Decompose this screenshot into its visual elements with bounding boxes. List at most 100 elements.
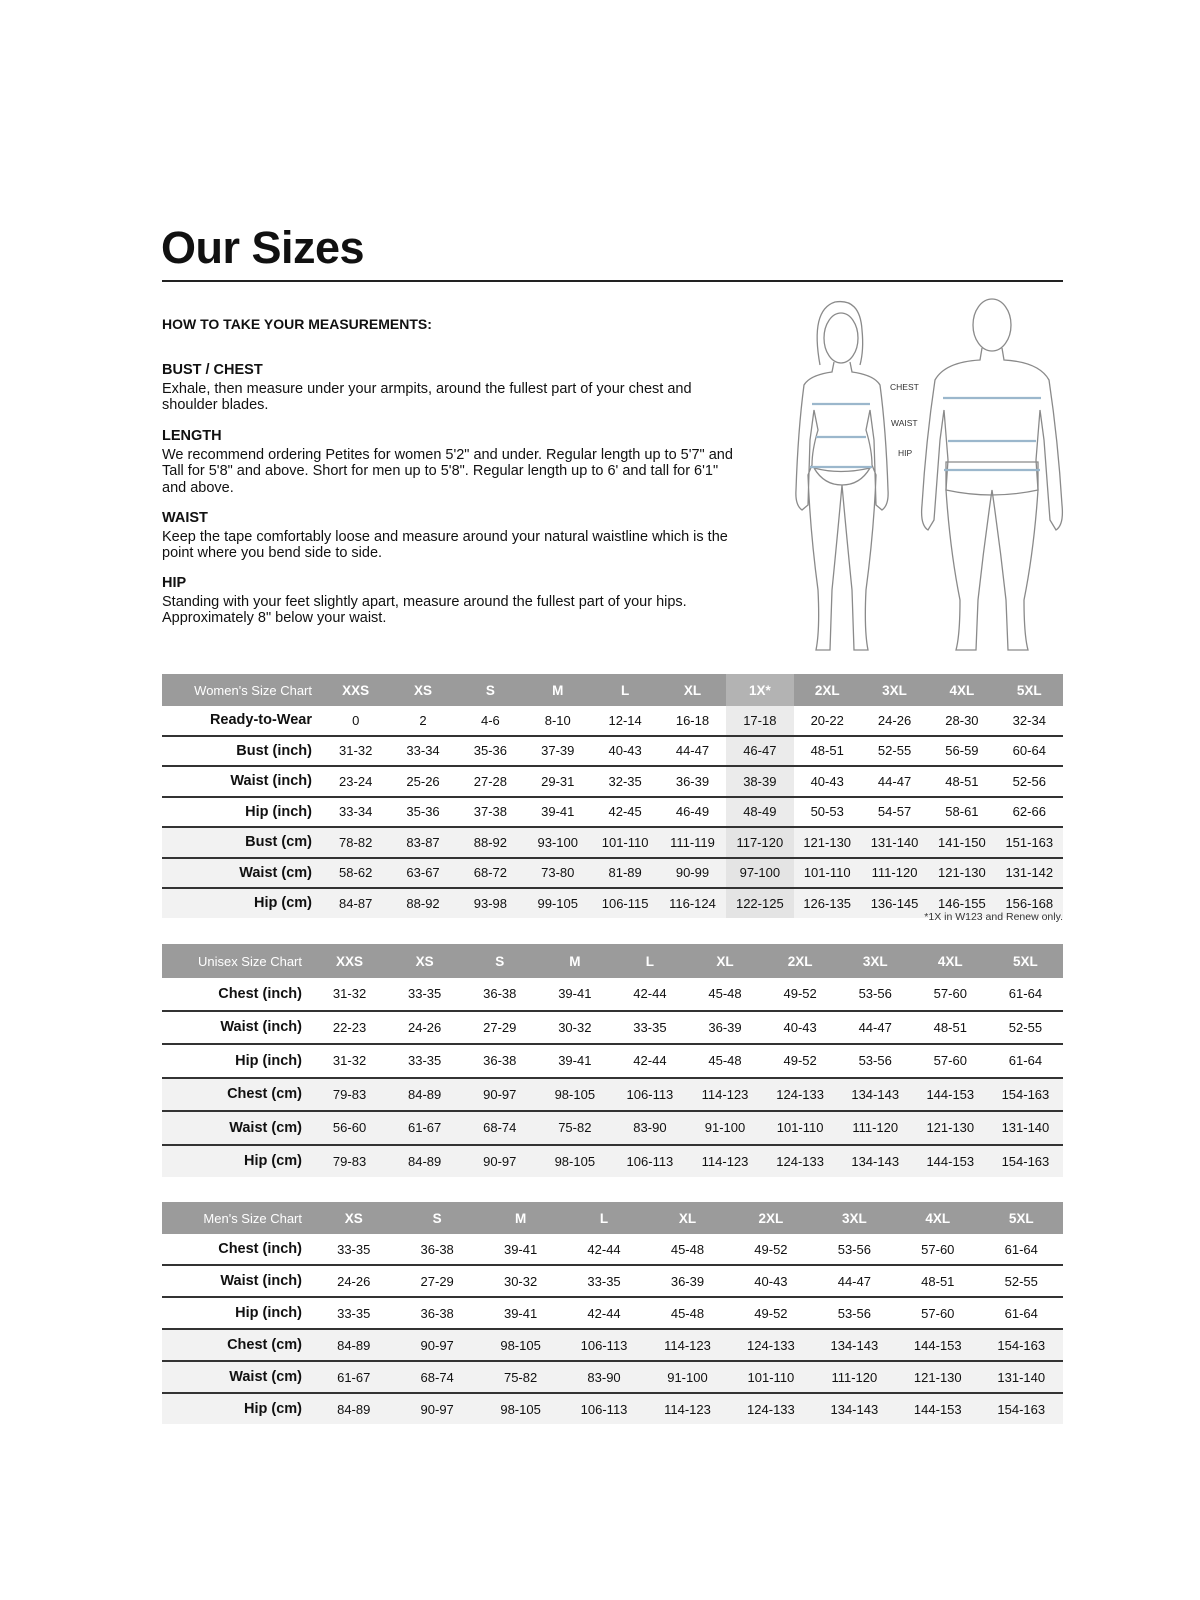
size-cell: 106-113 — [562, 1393, 646, 1424]
size-cell: 62-66 — [995, 796, 1063, 828]
measure-lines — [810, 396, 1041, 472]
unisex-size-chart: Unisex Size Chart XXS XS S M L XL 2XL 3XL 4XL 5XL C… — [162, 944, 1063, 1177]
table-row: Waist (cm) 61-67 68-74 75-82 83-90 91-100 101-… — [162, 1361, 1063, 1394]
table-row: Waist (inch) 22-23 24-26 27-29 30-32 33-35 36-… — [162, 1010, 1063, 1045]
row-label: Hip (cm) — [162, 1144, 312, 1177]
table-row: Waist (inch) 23-24 25-26 27-28 29-31 32-35 36-… — [162, 766, 1063, 798]
size-cell: 73-80 — [524, 857, 592, 889]
row-label: Hip (inch) — [162, 1297, 312, 1330]
size-cell: 106-115 — [591, 888, 659, 918]
size-cell: 101-110 — [729, 1361, 813, 1394]
size-cell: 79-83 — [312, 1077, 388, 1112]
size-column-header: L — [612, 944, 688, 978]
table-row: Hip (inch) 33-34 35-36 37-38 39-41 42-45 46-49… — [162, 796, 1063, 828]
size-column-header: 5XL — [979, 1202, 1063, 1234]
size-cell: 68-74 — [395, 1361, 479, 1394]
size-cell: 33-35 — [387, 978, 463, 1012]
size-cell: 33-34 — [322, 796, 390, 828]
row-label: Waist (inch) — [162, 766, 322, 798]
size-cell: 53-56 — [812, 1234, 897, 1266]
section-heading: HIP — [162, 575, 187, 591]
size-cell: 68-72 — [456, 857, 525, 889]
size-cell: 56-59 — [928, 735, 996, 767]
size-cell: 111-120 — [860, 857, 929, 889]
size-cell: 114-123 — [687, 1077, 763, 1112]
size-column-header: XS — [312, 1202, 396, 1234]
size-cell: 46-47 — [726, 735, 794, 767]
size-cell: 24-26 — [387, 1010, 463, 1045]
size-cell: 79-83 — [312, 1144, 388, 1177]
size-cell: 39-41 — [478, 1297, 563, 1330]
size-cell: 90-99 — [658, 857, 727, 889]
row-label: Ready-to-Wear — [162, 706, 322, 737]
section-text: Standing with your feet slightly apart, … — [162, 593, 687, 627]
size-cell: 58-62 — [322, 857, 390, 889]
row-label: Hip (cm) — [162, 888, 322, 918]
size-cell: 38-39 — [726, 766, 794, 798]
size-cell: 45-48 — [687, 1044, 763, 1079]
section-text: Exhale, then measure under your armpits,… — [162, 380, 692, 414]
size-cell: 98-105 — [478, 1393, 563, 1424]
size-cell: 45-48 — [687, 978, 763, 1012]
size-column-header: XL — [687, 944, 763, 978]
size-column-header: M — [524, 674, 592, 706]
table-row: Ready-to-Wear 0 2 4-6 8-10 12-14 16-18 17-18 20-… — [162, 706, 1063, 737]
size-cell: 156-168 — [995, 888, 1063, 918]
row-label: Chest (cm) — [162, 1077, 312, 1112]
size-column-header: 2XL — [793, 674, 861, 706]
body-measurement-illustration: CHEST WAIST HIP — [795, 298, 1064, 651]
size-column-header: XS — [387, 944, 463, 978]
size-cell: 33-35 — [312, 1297, 396, 1330]
size-column-header: 2XL — [729, 1202, 813, 1234]
size-cell: 22-23 — [312, 1010, 388, 1045]
row-label: Waist (inch) — [162, 1010, 312, 1045]
size-cell: 75-82 — [537, 1111, 613, 1146]
size-cell: 25-26 — [389, 766, 457, 798]
size-cell: 31-32 — [312, 978, 388, 1012]
size-cell: 141-150 — [928, 827, 996, 859]
size-cell: 32-35 — [591, 766, 659, 798]
size-cell: 44-47 — [860, 766, 929, 798]
table-row: Chest (inch) 31-32 33-35 36-38 39-41 42-44 45-… — [162, 978, 1063, 1012]
size-cell: 151-163 — [995, 827, 1063, 859]
size-cell: 144-153 — [912, 1077, 988, 1112]
size-cell: 40-43 — [762, 1010, 838, 1045]
size-cell: 27-29 — [462, 1010, 538, 1045]
row-label: Hip (cm) — [162, 1393, 312, 1424]
size-cell: 91-100 — [687, 1111, 763, 1146]
size-cell: 81-89 — [591, 857, 659, 889]
size-cell: 131-140 — [987, 1111, 1063, 1146]
size-cell: 111-119 — [658, 827, 727, 859]
size-cell: 36-39 — [658, 766, 727, 798]
size-cell: 36-39 — [645, 1265, 730, 1298]
size-cell: 44-47 — [837, 1010, 913, 1045]
size-column-header: XL — [658, 674, 727, 706]
size-cell: 154-163 — [979, 1393, 1063, 1424]
size-cell: 88-92 — [389, 888, 457, 918]
size-cell: 37-39 — [524, 735, 592, 767]
size-cell: 134-143 — [812, 1393, 897, 1424]
size-cell: 84-89 — [387, 1144, 463, 1177]
size-column-header: M — [537, 944, 613, 978]
table-row: Chest (inch) 33-35 36-38 39-41 42-44 45-48 49-… — [162, 1234, 1063, 1266]
size-cell: 30-32 — [537, 1010, 613, 1045]
size-cell: 144-153 — [912, 1144, 988, 1177]
size-cell: 121-130 — [896, 1361, 980, 1394]
page-title: Our Sizes — [161, 222, 365, 273]
size-cell: 93-98 — [456, 888, 525, 918]
size-cell: 121-130 — [912, 1111, 988, 1146]
size-cell: 78-82 — [322, 827, 390, 859]
section-heading: WAIST — [162, 510, 208, 526]
size-cell: 52-56 — [995, 766, 1063, 798]
size-cell: 52-55 — [860, 735, 929, 767]
table-header-row: Unisex Size Chart XXS XS S M L XL 2XL 3XL 4XL 5XL — [162, 944, 1063, 978]
row-label: Bust (inch) — [162, 735, 322, 767]
size-cell: 144-153 — [896, 1393, 980, 1424]
size-cell: 2 — [389, 706, 457, 737]
size-cell: 63-67 — [389, 857, 457, 889]
size-cell: 88-92 — [456, 827, 525, 859]
size-cell: 33-35 — [612, 1010, 688, 1045]
size-cell: 124-133 — [762, 1077, 838, 1112]
size-cell: 40-43 — [591, 735, 659, 767]
size-cell: 84-89 — [387, 1077, 463, 1112]
